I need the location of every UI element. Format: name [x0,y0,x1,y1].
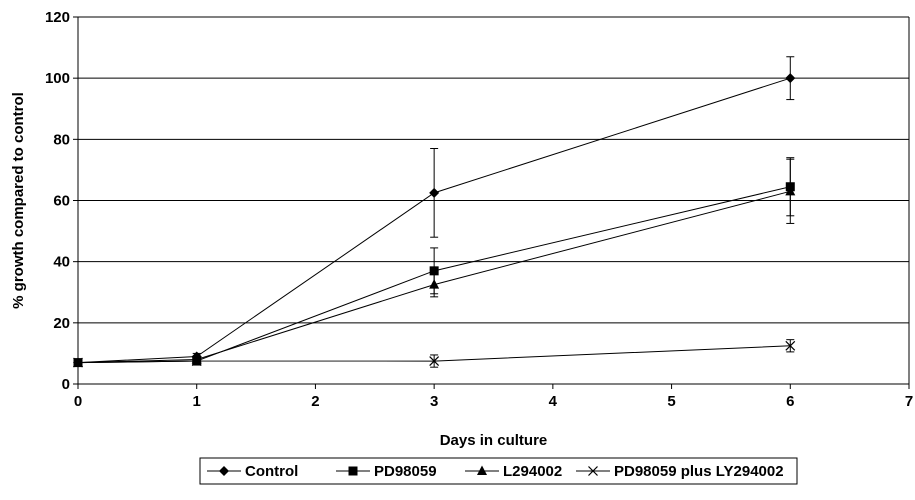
y-axis-label: % growth compared to control [10,92,27,309]
plot-area [73,56,796,368]
legend-label-0: Control [245,463,298,480]
point-1-2 [429,266,439,276]
x-tick-label-1: 1 [193,393,201,410]
y-tick-label-100: 100 [45,70,70,87]
legend-marker-3 [588,466,598,476]
x-axis-label: Days in culture [440,432,548,449]
y-tick-label-80: 80 [53,131,70,148]
y-tick-labels: 0 20 40 60 80 100 120 [45,9,70,393]
y-tick-label-120: 120 [45,9,70,26]
legend-label-2: L294002 [503,463,562,480]
grid-lines [78,16,909,324]
x-tick-label-6: 6 [786,393,794,410]
x-tick-label-4: 4 [549,393,558,410]
legend-item-0: Control [207,463,298,480]
point-0-2 [429,187,440,198]
y-tick-label-20: 20 [53,315,70,332]
point-3-3 [785,340,796,351]
legend-item-2: L294002 [465,463,562,480]
legend-label-1: PD98059 [374,463,437,480]
point-2-3 [785,185,796,196]
y-tick-label-0: 0 [62,376,70,393]
series-line-0 [77,77,791,364]
series-0 [73,56,796,368]
point-3-1 [191,356,202,366]
legend-marker-0 [219,466,229,476]
legend-marker-2 [477,465,487,475]
point-2-2 [429,279,440,289]
axes [73,16,910,389]
legend-item-1: PD98059 [336,463,437,480]
x-tick-label-2: 2 [311,393,319,410]
point-3-2 [429,356,440,366]
legend: Control PD98059 L294002 PD98059 plus LY2940… [199,457,798,485]
series-3 [73,339,796,368]
point-0-3 [785,73,796,84]
series-line-3 [77,345,791,364]
x-tick-label-3: 3 [430,393,438,410]
y-tick-label-40: 40 [53,254,70,271]
point-3-0 [73,357,83,368]
series-line-2 [77,190,791,364]
legend-marker-1 [348,466,358,476]
y-tick-label-60: 60 [53,193,70,210]
x-tick-labels: 0 1 2 3 4 5 6 7 [74,393,913,410]
x-tick-label-5: 5 [667,393,675,410]
x-tick-label-0: 0 [74,393,82,410]
x-tick-label-7: 7 [905,393,913,410]
legend-item-3: PD98059 plus LY294002 [576,463,784,480]
legend-label-3: PD98059 plus LY294002 [614,463,784,480]
